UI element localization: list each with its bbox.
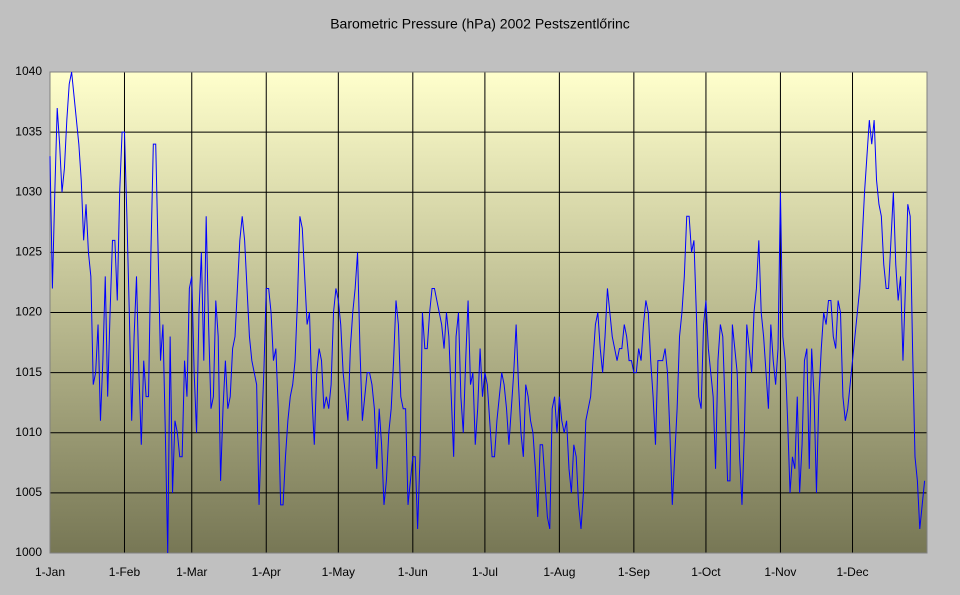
x-tick-label: 1-Apr xyxy=(252,565,281,579)
x-tick-label: 1-Mar xyxy=(176,565,207,579)
y-tick-label: 1025 xyxy=(15,245,42,259)
y-tick-label: 1020 xyxy=(15,305,42,319)
y-tick-label: 1000 xyxy=(15,545,42,559)
x-tick-label: 1-Aug xyxy=(543,565,575,579)
x-tick-label: 1-Feb xyxy=(109,565,141,579)
plot-border xyxy=(49,71,928,554)
x-tick-label: 1-Jan xyxy=(35,565,65,579)
x-tick-label: 1-Jul xyxy=(472,565,498,579)
y-tick-label: 1015 xyxy=(15,365,42,379)
x-tick-label: 1-Dec xyxy=(837,565,869,579)
pressure-line xyxy=(49,71,926,554)
x-tick-label: 1-Sep xyxy=(618,565,650,579)
y-tick-label: 1030 xyxy=(15,184,42,198)
x-tick-label: 1-May xyxy=(322,565,355,579)
y-tick-label: 1010 xyxy=(15,425,42,439)
x-tick-label: 1-Jun xyxy=(398,565,428,579)
y-tick-label: 1040 xyxy=(15,64,42,78)
y-tick-label: 1035 xyxy=(15,124,42,138)
chart-title: Barometric Pressure (hPa) 2002 Pestszent… xyxy=(330,16,630,32)
x-tick-label: 1-Nov xyxy=(764,565,796,579)
y-tick-label: 1005 xyxy=(15,485,42,499)
x-tick-label: 1-Oct xyxy=(691,565,721,579)
